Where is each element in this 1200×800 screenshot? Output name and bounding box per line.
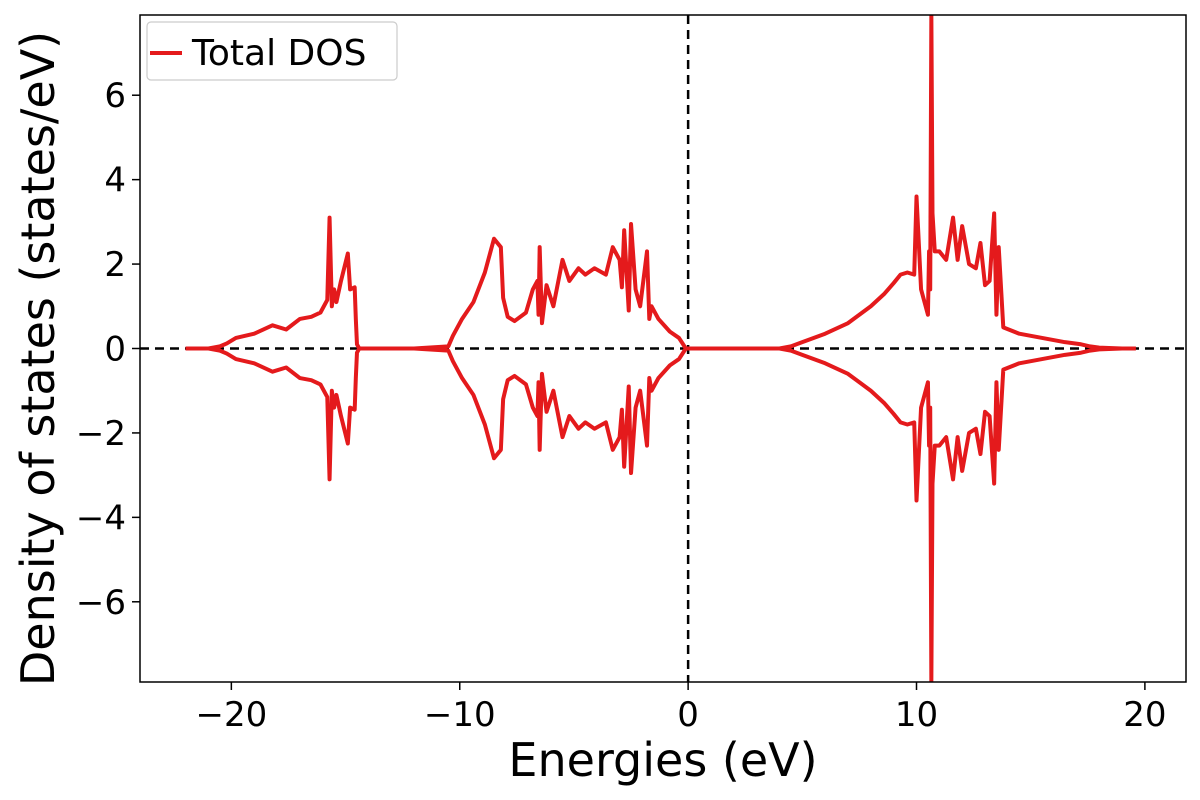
x-tick-label: 20 xyxy=(1123,695,1166,735)
x-tick-label: −20 xyxy=(195,695,267,735)
y-tick-label: 6 xyxy=(104,76,126,116)
x-tick-label: 10 xyxy=(895,695,938,735)
legend-label-total-dos: Total DOS xyxy=(191,33,366,74)
x-ticks: −20 −10 0 10 20 xyxy=(195,682,1167,735)
y-tick-label: −4 xyxy=(76,498,126,538)
y-ticks: −6 −4 −2 0 2 4 6 xyxy=(76,76,140,623)
x-tick-label: −10 xyxy=(424,695,496,735)
y-tick-label: 0 xyxy=(104,330,126,370)
y-axis-label: Density of states (states/eV) xyxy=(11,31,65,686)
y-tick-label: −6 xyxy=(76,583,126,623)
y-tick-label: 2 xyxy=(104,245,126,285)
y-tick-label: −2 xyxy=(76,414,126,454)
legend-box xyxy=(146,21,398,81)
legend: Total DOS xyxy=(146,21,398,81)
x-axis-label: Energies (eV) xyxy=(508,733,817,787)
series-line-spin-down xyxy=(185,346,1136,682)
x-tick-label: 0 xyxy=(677,695,699,735)
y-tick-label: 4 xyxy=(104,161,126,201)
series-group xyxy=(185,15,1136,682)
series-line-spin-up xyxy=(185,15,1136,351)
reference-lines xyxy=(140,15,1186,682)
